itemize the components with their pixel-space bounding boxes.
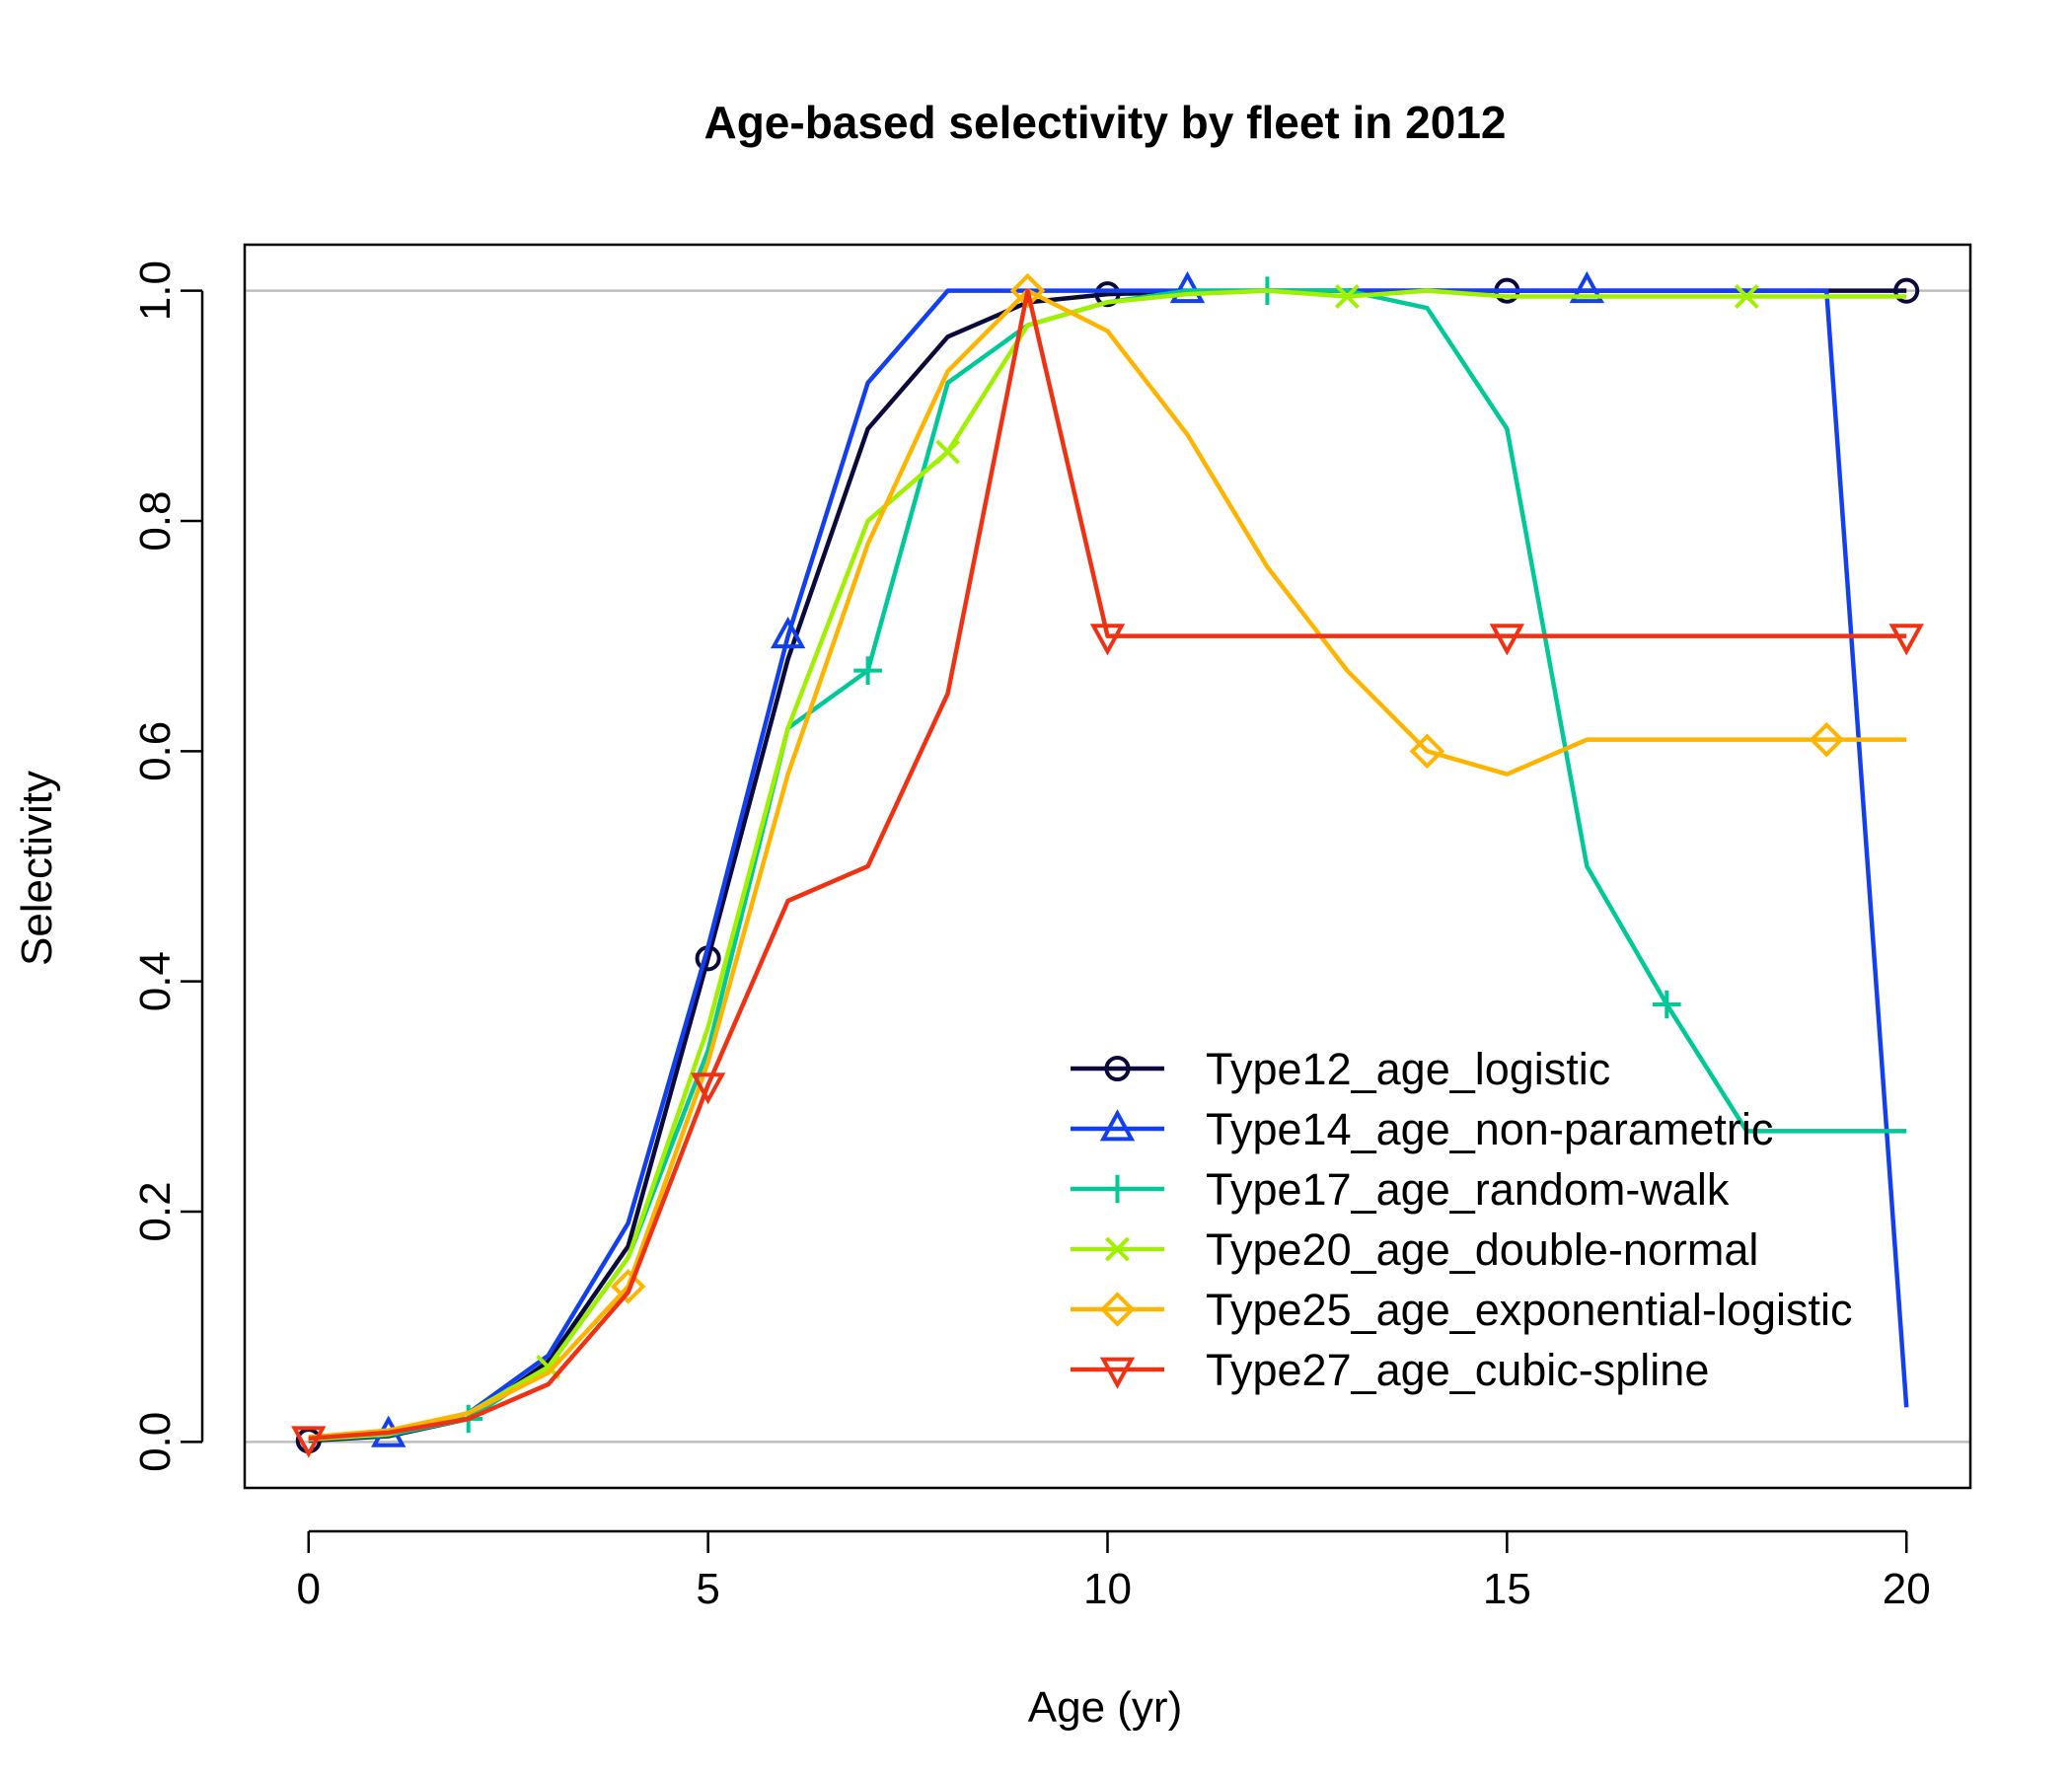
plot-area [245,270,1970,1458]
y-tick-label-1: 0.2 [131,1181,180,1241]
x-tick-label-1: 5 [696,1565,719,1613]
x-tick-label-4: 20 [1883,1565,1931,1613]
series-0 [295,277,1920,1454]
data-point-4-19 [1809,721,1845,758]
legend: Type12_age_logistic Type14_age_non-parame… [1071,1044,1852,1395]
data-point-1-11 [1169,270,1206,304]
series-line-5 [308,288,1907,1442]
legend-label-0: Type12_age_logistic [1206,1044,1610,1094]
x-tick-label-3: 15 [1483,1565,1531,1613]
legend-marker-1 [1099,1109,1136,1142]
legend-marker-3 [1105,1236,1130,1262]
legend-item-5: Type27_age_cubic-spline [1071,1345,1709,1395]
chart-title: Age-based selectivity by fleet in 2012 [703,97,1506,148]
data-point-1-6 [770,616,806,649]
data-point-4-9 [1009,272,1046,309]
data-point-3-8 [935,439,961,465]
legend-item-2: Type17_age_random-walk [1071,1164,1730,1215]
x-tick-label-2: 10 [1083,1565,1132,1613]
legend-label-3: Type20_age_double-normal [1206,1224,1758,1275]
data-point-1-16 [1569,270,1605,304]
x-axis-label: Age (yr) [1028,1683,1182,1732]
data-point-3-18 [1734,284,1759,309]
series-4 [308,272,1907,1440]
data-point-5-10 [1089,624,1126,656]
legend-label-2: Type17_age_random-walk [1206,1164,1730,1215]
legend-label-1: Type14_age_non-parametric [1206,1104,1773,1154]
series-3 [308,284,1907,1443]
data-point-4-14 [1409,733,1445,770]
y-tick-label-0: 0.0 [131,1412,180,1472]
y-tick-label-5: 1.0 [131,260,180,321]
series-line-4 [308,288,1907,1440]
series-1 [308,270,1909,1447]
data-point-5-20 [1888,624,1924,656]
legend-marker-2 [1103,1174,1132,1204]
data-point-5-15 [1489,624,1525,656]
data-point-0-20 [1893,277,1920,304]
y-axis-label: Selectivity [13,771,61,966]
legend-marker-5 [1099,1357,1136,1389]
series-line-1 [308,288,1909,1443]
legend-item-4: Type25_age_exponential-logistic [1071,1285,1852,1335]
series-5 [291,288,1924,1458]
y-tick-label-3: 0.6 [131,721,180,781]
series-line-3 [308,288,1907,1443]
plot-frame [243,243,1972,1490]
legend-item-0: Type12_age_logistic [1071,1044,1610,1094]
legend-marker-4 [1099,1292,1136,1327]
y-tick-label-4: 0.8 [131,490,180,551]
data-point-5-5 [690,1073,726,1105]
legend-item-1: Type14_age_non-parametric [1071,1104,1773,1154]
data-point-2-7 [853,656,882,685]
legend-label-5: Type27_age_cubic-spline [1206,1345,1709,1395]
legend-label-4: Type25_age_exponential-logistic [1206,1285,1852,1335]
y-tick-label-2: 0.4 [131,951,180,1011]
data-point-0-10 [1094,281,1121,308]
legend-marker-0 [1104,1055,1131,1082]
data-point-4-4 [610,1269,646,1304]
data-point-3-13 [1334,284,1360,309]
data-point-2-17 [1653,990,1681,1019]
data-point-5-0 [291,1426,327,1458]
legend-item-3: Type20_age_double-normal [1071,1224,1758,1275]
x-tick-label-0: 0 [297,1565,321,1613]
axes: 0 5 10 15 20 0.0 0.2 0.4 0.6 0.8 1.0 [131,243,1972,1613]
